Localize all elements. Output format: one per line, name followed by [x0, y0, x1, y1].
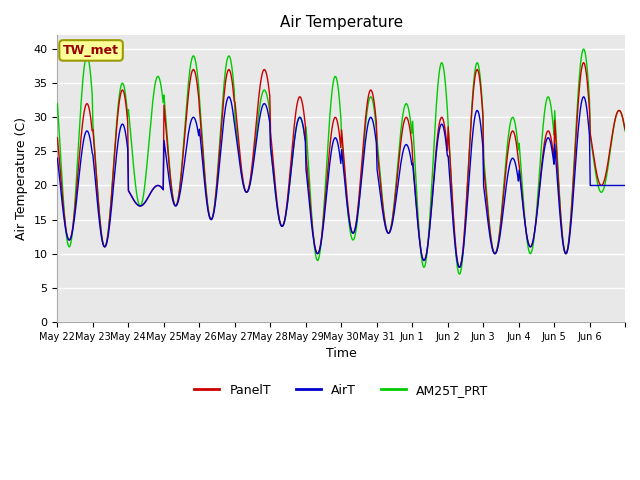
- Text: TW_met: TW_met: [63, 44, 119, 57]
- Y-axis label: Air Temperature (C): Air Temperature (C): [15, 117, 28, 240]
- Legend: PanelT, AirT, AM25T_PRT: PanelT, AirT, AM25T_PRT: [189, 379, 493, 402]
- X-axis label: Time: Time: [326, 347, 356, 360]
- Title: Air Temperature: Air Temperature: [280, 15, 403, 30]
